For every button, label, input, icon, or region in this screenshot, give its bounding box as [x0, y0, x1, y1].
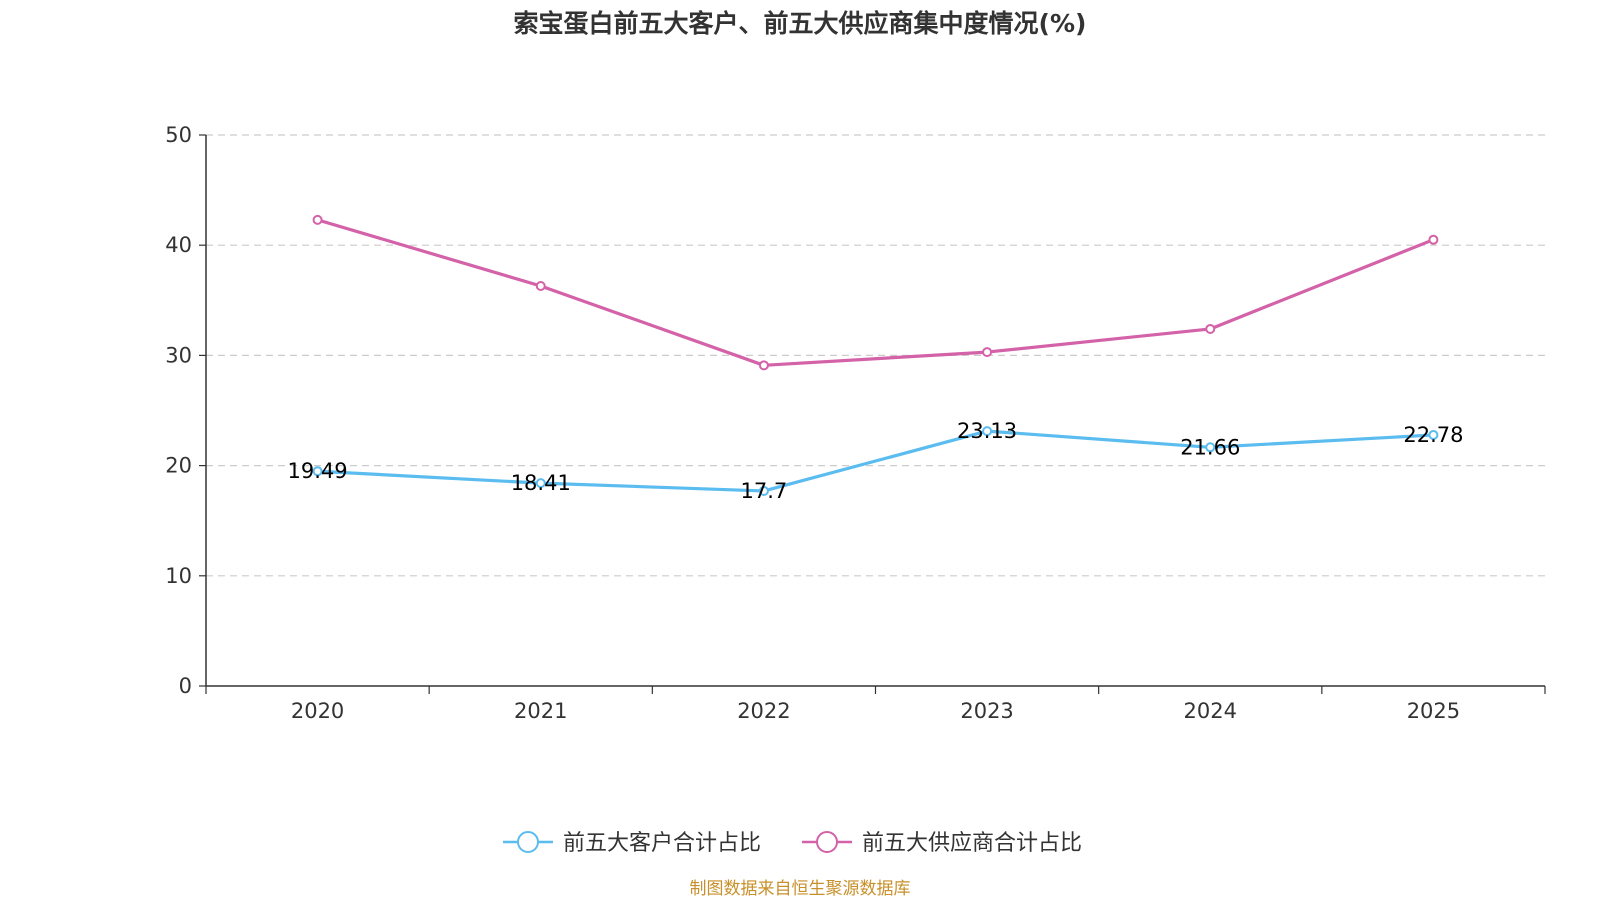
data-labels: 19.49 18.41 17.7 23.13 21.66 22.78: [288, 419, 1464, 503]
data-point[interactable]: [1428, 234, 1439, 245]
y-tick-label: 10: [165, 564, 192, 588]
y-tick-label: 20: [165, 454, 192, 478]
data-label: 17.7: [741, 479, 788, 503]
data-point[interactable]: [1205, 323, 1216, 334]
x-tick-label: 2024: [1184, 699, 1237, 723]
x-tick-label: 2025: [1407, 699, 1460, 723]
y-tick-label: 50: [165, 123, 192, 147]
y-tick-label: 40: [165, 233, 192, 257]
data-point[interactable]: [982, 426, 993, 437]
data-label: 22.78: [1403, 423, 1463, 447]
axes: 0 10 20 30 40 50 2020 2021 2022 2023 2024 2025: [165, 123, 1546, 723]
chart-title: 索宝蛋白前五大客户、前五大供应商集中度情况(%): [514, 9, 1087, 38]
legend-label: 前五大供应商合计占比: [862, 831, 1082, 856]
x-tick-label: 2022: [737, 699, 790, 723]
data-point[interactable]: [758, 360, 769, 371]
data-label: 21.66: [1180, 435, 1240, 459]
source-note: 制图数据来自恒生聚源数据库: [690, 879, 911, 899]
series-line-1: [317, 429, 1434, 493]
y-tick-label: 0: [179, 674, 192, 698]
series: [312, 214, 1439, 496]
legend[interactable]: 前五大客户合计占比 前五大供应商合计占比: [503, 831, 1082, 856]
data-label: 18.41: [511, 471, 571, 495]
grid: [206, 134, 1545, 577]
data-point[interactable]: [535, 478, 546, 489]
data-point[interactable]: [982, 347, 993, 358]
x-tick-label: 2021: [514, 699, 567, 723]
legend-item-2[interactable]: 前五大供应商合计占比: [802, 831, 1082, 856]
legend-marker-icon: [816, 831, 838, 853]
data-point[interactable]: [312, 466, 323, 477]
legend-label: 前五大客户合计占比: [563, 831, 761, 856]
data-point[interactable]: [1205, 442, 1216, 453]
data-label: 23.13: [957, 419, 1017, 443]
x-tick-label: 2020: [291, 699, 344, 723]
y-tick-label: 30: [165, 343, 192, 367]
x-tick-label: 2023: [960, 699, 1013, 723]
series-line-2: [317, 218, 1435, 367]
data-point[interactable]: [1428, 429, 1439, 440]
data-label: 19.49: [288, 459, 348, 483]
data-point[interactable]: [312, 214, 323, 225]
data-point[interactable]: [535, 280, 546, 291]
legend-item-1[interactable]: 前五大客户合计占比: [503, 831, 761, 856]
legend-marker-icon: [517, 831, 539, 853]
data-point[interactable]: [758, 485, 769, 496]
